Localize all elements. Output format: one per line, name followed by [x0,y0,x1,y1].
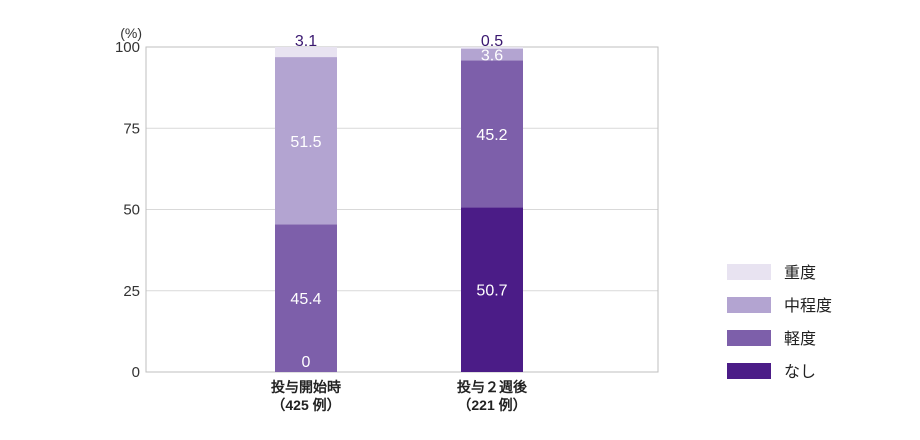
legend-swatch [727,264,771,280]
x-category-label: 投与２週後 [457,379,528,395]
bar-segment [275,224,337,372]
plot-frame [145,46,659,373]
bar-segment [461,60,523,208]
legend-swatch [727,363,771,379]
bar-segment [461,48,523,61]
bars [275,47,523,372]
y-tick-label: 25 [123,283,140,300]
y-tick-label: 0 [132,364,140,381]
data-labels: 0 45.4 51.5 3.1 50.7 45.2 3.60.5 [290,33,507,371]
legend-label: 軽度 [784,330,816,348]
y-tick-label: 75 [123,120,140,137]
data-label: 50.7 [476,283,507,300]
legend-label: なし [784,363,816,381]
x-category-label: 投与開始時 [271,379,341,395]
data-label: 45.2 [476,127,507,144]
bar-segment [275,57,337,225]
legend-swatch [727,297,771,313]
data-label: 3.1 [295,33,317,50]
grid-lines [146,127,658,292]
bar-segment [275,47,337,58]
x-category-label: （221 例） [457,397,526,413]
data-label: 0 [302,354,311,371]
y-tick-label: 100 [115,39,140,56]
x-category-label: （425 例） [271,397,340,413]
legend-label: 中程度 [784,297,832,315]
bar-segment [461,207,523,372]
bar-segment [461,47,523,49]
y-unit-label: (%) [120,25,142,41]
y-tick-label: 50 [123,202,140,219]
axes: 0 25 50 75 100(%) 投与開始時 （425 例） 投与２週後 （221 例） [115,25,659,413]
legend-label: 重度 [784,264,816,282]
data-label: 0.5 [481,33,503,50]
data-label: 45.4 [290,291,321,308]
data-label: 51.5 [290,134,321,151]
data-label: 3.6 [481,47,503,64]
legend-swatch [727,330,771,346]
